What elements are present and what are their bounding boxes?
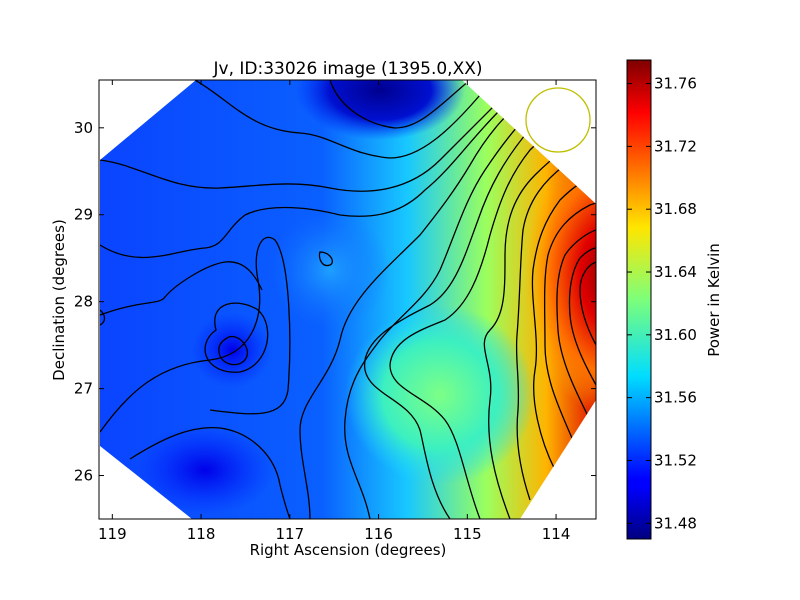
x-tick-label: 117 <box>275 525 304 543</box>
chart-title: Jv, ID:33026 image (1395.0,XX) <box>213 59 483 79</box>
x-axis-ticks: 119 118 117 116 115 114 <box>98 80 570 543</box>
colorbar-label: Power in Kelvin <box>705 243 723 357</box>
x-tick-label: 115 <box>453 525 482 543</box>
colorbar <box>626 59 652 540</box>
colour-field <box>100 80 596 519</box>
colorbar-ticks: 31.48 31.52 31.56 31.60 31.64 31.68 31.72 31.76 <box>627 75 697 532</box>
colorbar-tick-label: 31.64 <box>654 263 697 281</box>
x-axis-label: Right Ascension (degrees) <box>250 541 447 559</box>
colorbar-tick-label: 31.68 <box>654 200 697 218</box>
colorbar-tick-label: 31.52 <box>654 451 697 469</box>
x-tick-label: 118 <box>187 525 216 543</box>
y-tick-label: 26 <box>74 467 93 485</box>
x-tick-label: 116 <box>364 525 393 543</box>
contour-lines <box>100 80 596 519</box>
y-axis-ticks: 26 27 28 29 30 <box>74 119 596 485</box>
x-tick-label: 114 <box>542 525 571 543</box>
colorbar-tick-label: 31.56 <box>654 389 697 407</box>
y-axis-label: Declination (degrees) <box>50 219 68 381</box>
y-tick-label: 29 <box>74 206 93 224</box>
y-tick-label: 30 <box>74 119 93 137</box>
x-tick-label: 119 <box>98 525 127 543</box>
colorbar-tick-label: 31.48 <box>654 514 697 532</box>
plot-frame <box>98 79 597 520</box>
y-tick-label: 27 <box>74 380 93 398</box>
beam-marker <box>525 87 591 153</box>
colorbar-tick-label: 31.76 <box>654 75 697 93</box>
colorbar-tick-label: 31.60 <box>654 326 697 344</box>
colorbar-tick-label: 31.72 <box>654 137 697 155</box>
y-tick-label: 28 <box>74 293 93 311</box>
